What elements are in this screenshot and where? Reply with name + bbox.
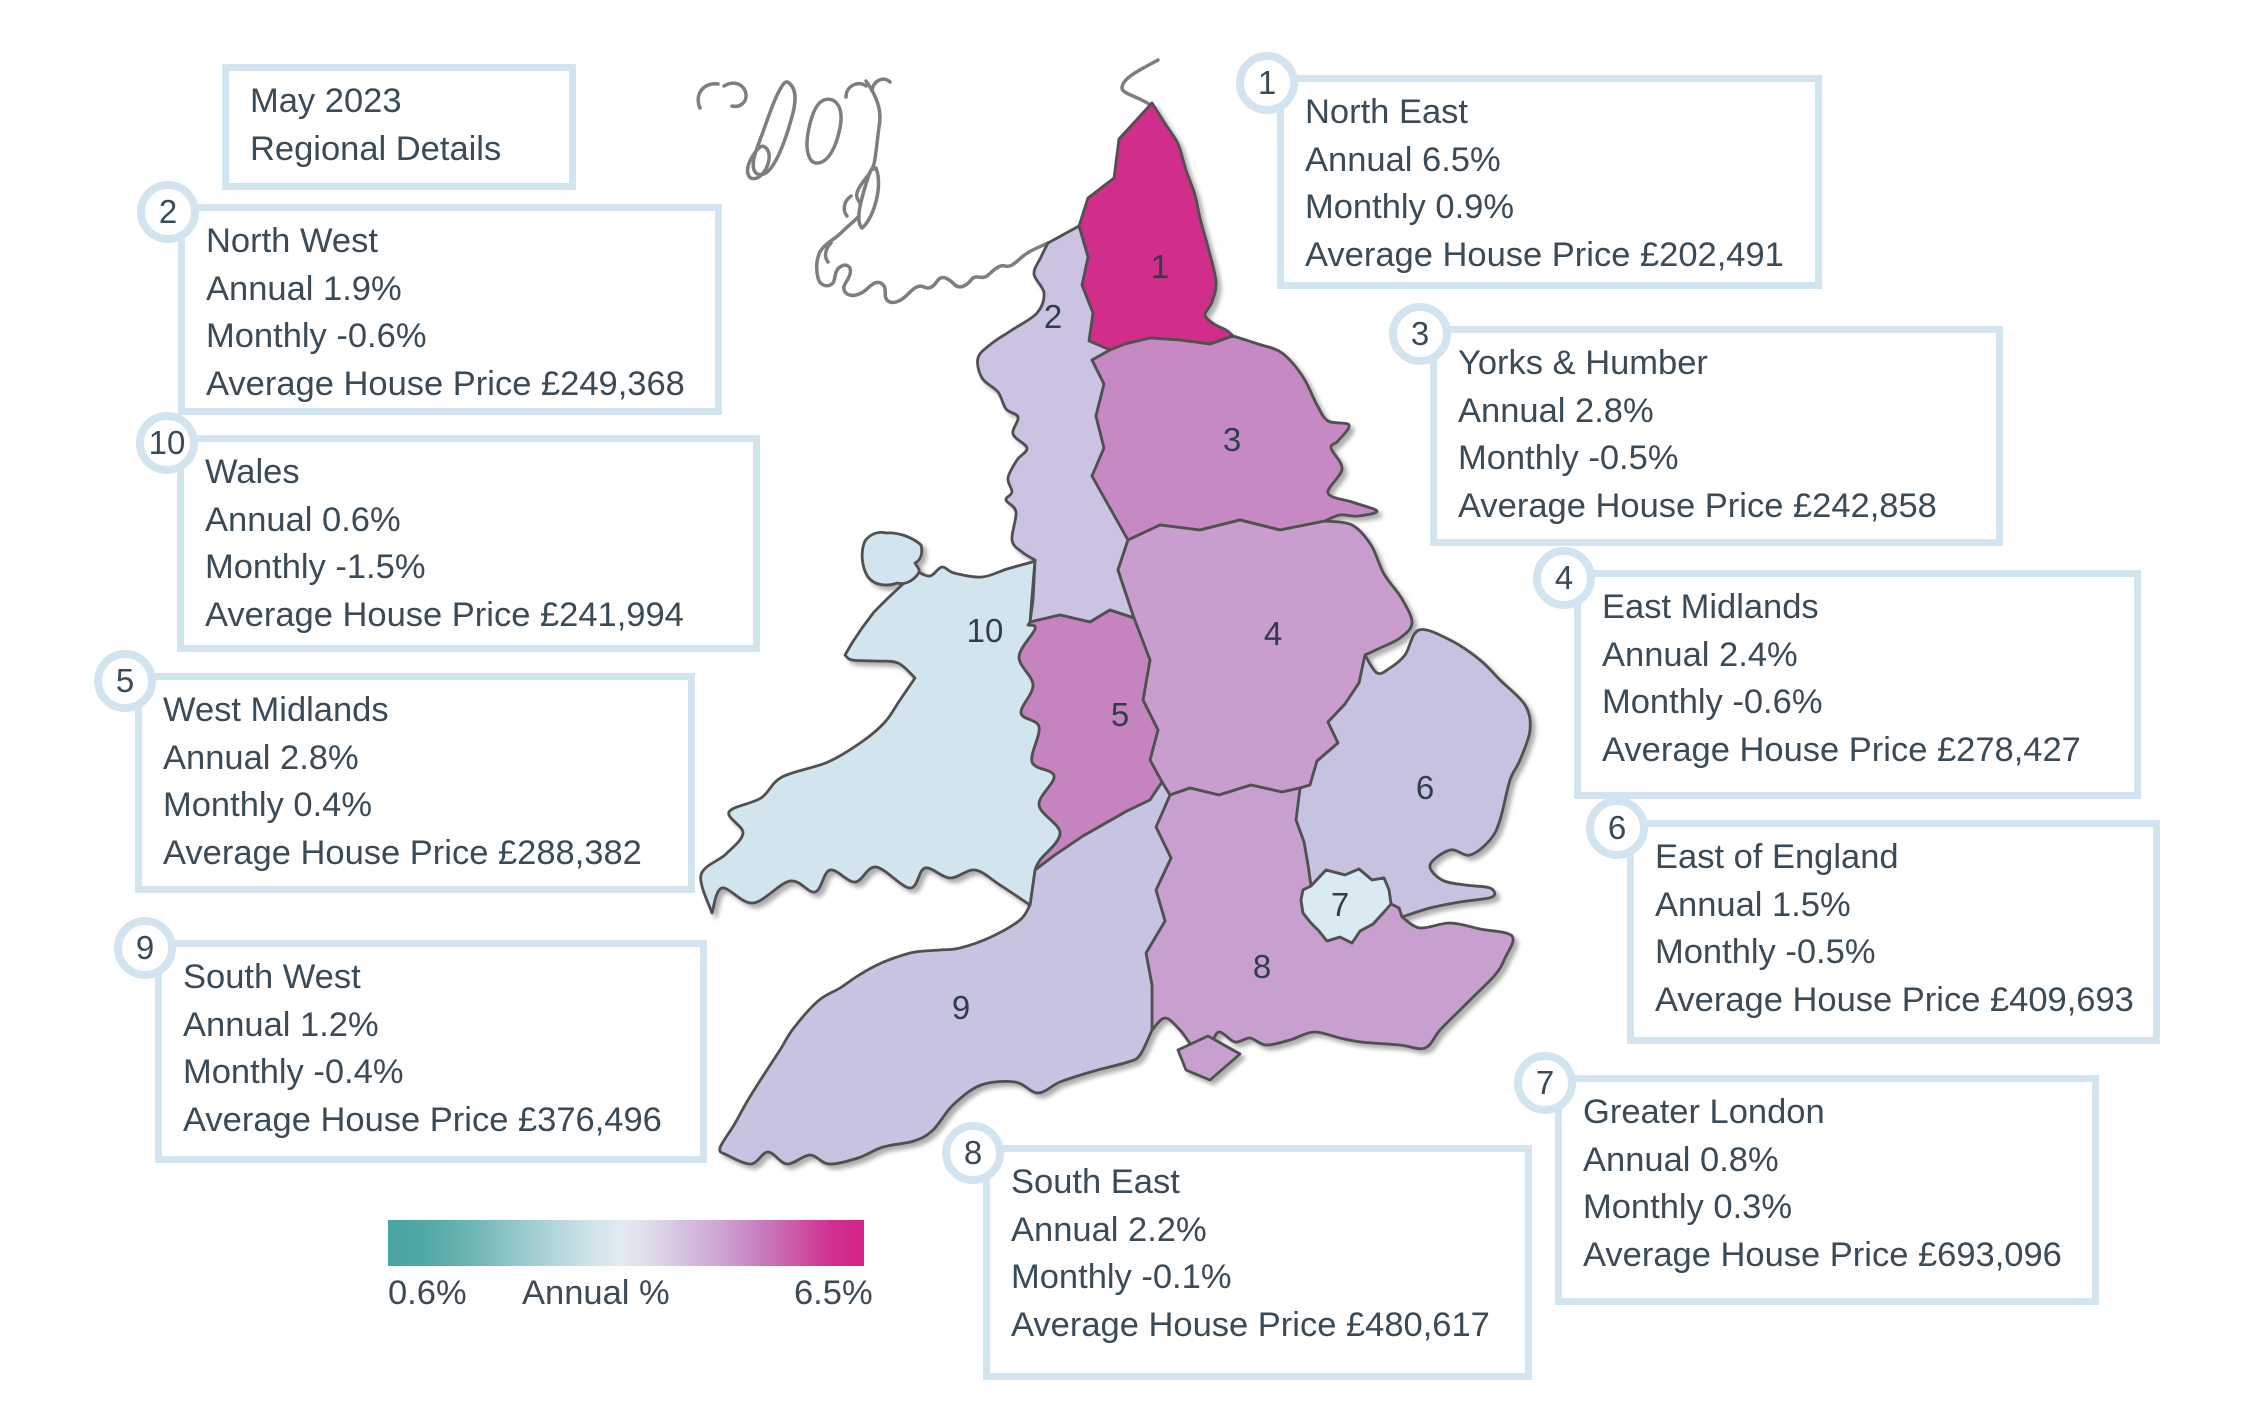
svg-text:9: 9	[952, 989, 970, 1026]
svg-text:8: 8	[1253, 948, 1271, 985]
svg-text:10: 10	[967, 612, 1004, 649]
svg-text:6: 6	[1416, 769, 1434, 806]
svg-text:3: 3	[1223, 421, 1241, 458]
svg-text:1: 1	[1151, 248, 1169, 285]
svg-text:4: 4	[1264, 615, 1282, 652]
svg-text:7: 7	[1331, 886, 1349, 923]
svg-text:2: 2	[1044, 298, 1062, 335]
svg-text:5: 5	[1111, 696, 1129, 733]
